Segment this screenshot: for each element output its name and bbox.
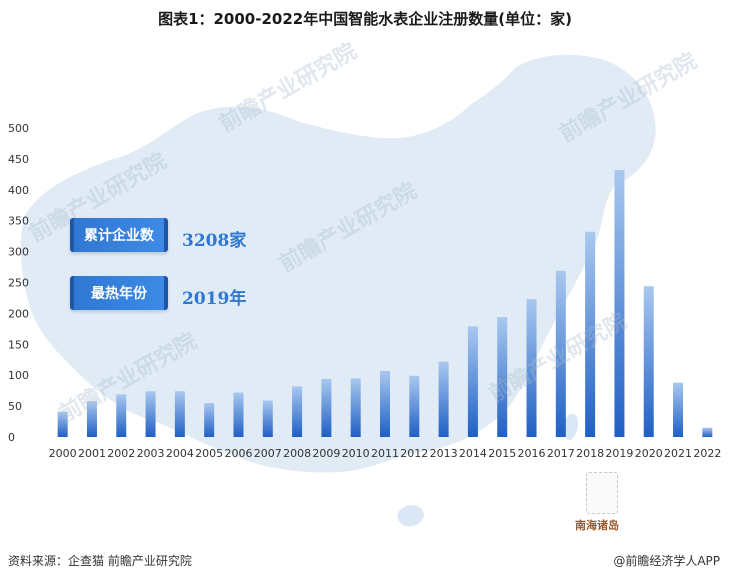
x-tick-label: 2019 [605, 447, 633, 460]
hainan-island-shape [397, 505, 424, 527]
x-tick-label: 2003 [137, 447, 165, 460]
y-axis-ticks: 0 50 100 150 200 250 300 350 400 450 500 [8, 122, 29, 444]
y-tick-label: 100 [8, 369, 29, 382]
china-map-shape [20, 54, 656, 473]
bar-2014 [467, 326, 478, 437]
x-tick-label: 2002 [107, 447, 135, 460]
south-sea-islands-inset [586, 472, 618, 514]
bar-2011 [380, 370, 390, 437]
x-tick-label: 2020 [635, 447, 663, 460]
x-tick-label: 2001 [78, 447, 106, 460]
bar-2010 [350, 378, 361, 437]
x-tick-label: 2018 [576, 447, 604, 460]
y-tick-label: 150 [8, 338, 29, 351]
cumulative-count-value: 3208家 [182, 231, 247, 251]
bar-2020 [643, 286, 654, 437]
y-tick-label: 0 [8, 431, 15, 444]
y-tick-label: 450 [8, 153, 29, 166]
bar-2005 [204, 403, 215, 437]
x-tick-label: 2015 [488, 447, 516, 460]
bar-2007 [262, 400, 273, 437]
bar-2018 [585, 231, 596, 437]
x-tick-label: 2017 [547, 447, 575, 460]
x-tick-label: 2007 [254, 447, 282, 460]
bar-2004 [174, 391, 185, 437]
y-tick-label: 350 [8, 215, 29, 228]
bar-2002 [116, 394, 127, 437]
y-tick-label: 500 [8, 122, 29, 135]
bar-2021 [673, 382, 684, 437]
bars-group [57, 170, 713, 438]
x-axis-ticks: 2000 2001 2002 2003 2004 2005 2006 2007 2008 2009… [49, 447, 722, 460]
bar-2015 [497, 317, 508, 437]
taiwan-island-shape [563, 413, 578, 441]
bar-2022 [702, 427, 713, 437]
south-sea-islands-label: 南海诸岛 [575, 519, 619, 532]
bar-2003 [145, 391, 156, 437]
x-tick-label: 2006 [224, 447, 252, 460]
hottest-year-tag: 最热年份 [70, 276, 168, 310]
x-tick-label: 2004 [166, 447, 194, 460]
brand-credit: @前瞻经济学人APP [613, 552, 720, 569]
bar-2009 [321, 378, 332, 437]
y-tick-label: 300 [8, 246, 29, 259]
cumulative-count-tag: 累计企业数 [70, 218, 168, 252]
x-tick-label: 2022 [693, 447, 721, 460]
x-tick-label: 2000 [49, 447, 77, 460]
y-tick-label: 50 [8, 400, 22, 413]
y-tick-label: 200 [8, 307, 29, 320]
x-tick-label: 2010 [342, 447, 370, 460]
x-tick-label: 2021 [664, 447, 692, 460]
x-tick-label: 2016 [518, 447, 546, 460]
bar-2001 [86, 401, 97, 437]
y-tick-label: 250 [8, 277, 29, 290]
x-tick-label: 2014 [459, 447, 487, 460]
x-tick-label: 2011 [371, 447, 399, 460]
bar-2000 [57, 411, 68, 437]
x-tick-label: 2012 [400, 447, 428, 460]
bar-2012 [409, 375, 420, 437]
x-tick-label: 2013 [430, 447, 458, 460]
x-tick-label: 2005 [195, 447, 223, 460]
x-tick-label: 2008 [283, 447, 311, 460]
brand-text: @前瞻经济学人APP [613, 554, 720, 568]
bar-2019 [614, 170, 625, 438]
bar-2017 [555, 270, 566, 437]
bar-2006 [233, 392, 244, 437]
hottest-year-value: 2019年 [182, 289, 247, 309]
bar-2016 [526, 299, 537, 437]
x-tick-label: 2009 [312, 447, 340, 460]
data-source: 资料来源：企查猫 前瞻产业研究院 [8, 554, 192, 568]
y-tick-label: 400 [8, 184, 29, 197]
bar-2008 [292, 386, 303, 437]
chart-title: 图表1：2000-2022年中国智能水表企业注册数量(单位：家) [158, 10, 572, 28]
bar-2013 [438, 361, 449, 437]
